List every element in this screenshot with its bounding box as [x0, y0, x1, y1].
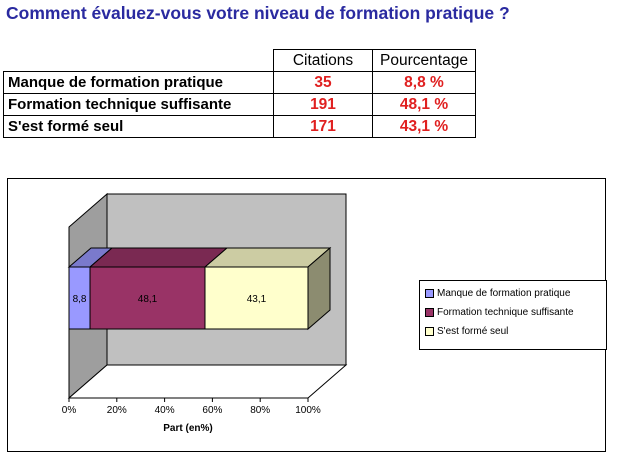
- bar-side: [307, 246, 331, 331]
- row-label: S'est formé seul: [3, 115, 274, 138]
- legend-item: Formation technique suffisante: [425, 306, 606, 319]
- legend-label: S'est formé seul: [437, 326, 509, 337]
- stacked-bar-chart: 0% 20% 40% 60% 80% 100% 8,8 48,1 43,1: [62, 192, 348, 416]
- row-label: Manque de formation pratique: [3, 71, 274, 94]
- x-tick-label: 60%: [202, 405, 222, 416]
- row-citations: 171: [273, 115, 373, 138]
- legend-item: Manque de formation pratique: [425, 287, 606, 300]
- chart-frame: 0% 20% 40% 60% 80% 100% 8,8 48,1 43,1 Manque de …: [7, 178, 607, 452]
- row-pourcentage: 43,1 %: [372, 115, 476, 138]
- row-citations: 35: [273, 71, 373, 94]
- table-row: Formation technique suffisante 191 48,1 …: [3, 93, 476, 116]
- row-pourcentage: 48,1 %: [372, 93, 476, 116]
- bar-segment: [89, 266, 206, 330]
- x-tick-label: 0%: [62, 405, 77, 416]
- legend-swatch-manque: [425, 289, 434, 298]
- legend-swatch-formation: [425, 308, 434, 317]
- bar-segment: [204, 266, 309, 330]
- bar-data-label: 8,8: [73, 294, 87, 305]
- page-title: Comment évaluez-vous votre niveau de for…: [6, 3, 510, 23]
- chart-floor: [67, 364, 348, 399]
- row-citations: 191: [273, 93, 373, 116]
- x-tick-label: 100%: [295, 405, 321, 416]
- table-row: Manque de formation pratique 35 8,8 %: [3, 71, 476, 94]
- bar-top: [88, 247, 229, 268]
- legend-label: Formation technique suffisante: [437, 307, 574, 318]
- table-header-citations: Citations: [273, 49, 373, 72]
- bar-data-label: 48,1: [138, 294, 158, 305]
- bar-data-label: 43,1: [247, 294, 267, 305]
- x-tick-label: 40%: [155, 405, 175, 416]
- table-row: S'est formé seul 171 43,1 %: [3, 115, 476, 138]
- table-header-empty: [4, 50, 274, 72]
- legend-label: Manque de formation pratique: [437, 288, 571, 299]
- table-header-pourcentage: Pourcentage: [372, 49, 476, 72]
- stats-table: Citations Pourcentage Manque de formatio…: [3, 49, 476, 138]
- table-header-row: Citations Pourcentage: [4, 49, 476, 72]
- legend-item: S'est formé seul: [425, 325, 606, 338]
- x-axis-title: Part (en%): [163, 423, 213, 434]
- x-tick-label: 20%: [107, 405, 127, 416]
- chart-legend: Manque de formation pratique Formation t…: [419, 280, 607, 350]
- row-pourcentage: 8,8 %: [372, 71, 476, 94]
- x-tick-label: 80%: [250, 405, 270, 416]
- row-label: Formation technique suffisante: [3, 93, 274, 116]
- legend-swatch-seul: [425, 327, 434, 336]
